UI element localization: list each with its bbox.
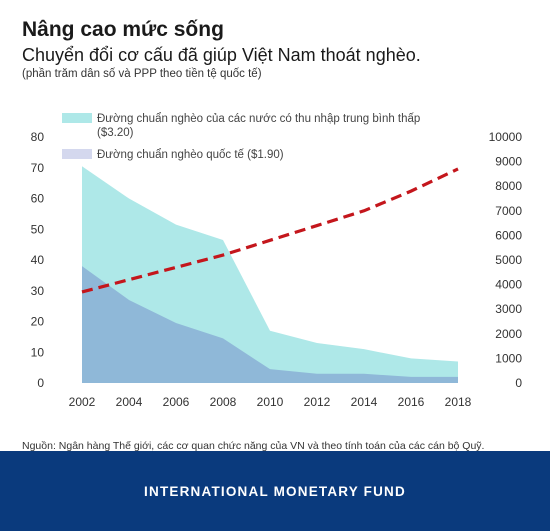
line-series-2	[81, 167, 459, 294]
y-tick-label: 0	[37, 376, 44, 390]
left-axis: 0 10 20 30 40 50 60 70 80	[31, 130, 45, 390]
y2-tick-label: 3000	[495, 302, 522, 316]
y-tick-label: 70	[31, 161, 45, 175]
legend-label-lmic-suffix: ($3.20)	[97, 127, 134, 139]
y-tick-label: 80	[31, 130, 45, 144]
y-tick-label: 50	[31, 222, 45, 236]
chart-subtitle: Chuyển đổi cơ cấu đã giúp Việt Nam thoát…	[22, 45, 421, 65]
y2-tick-label: 9000	[495, 155, 522, 169]
y2-tick-label: 10000	[489, 130, 523, 144]
imf-brand-text: INTERNATIONAL MONETARY FUND	[144, 483, 406, 499]
y2-tick-label: 0	[515, 376, 522, 390]
chart: 0 10 20 30 40 50 60 70 80 0 1000 2000 3000 4000 5000 6…	[31, 113, 523, 409]
footer-banner: INTERNATIONAL MONETARY FUND	[0, 451, 550, 531]
legend-label-international: Đường chuẩn nghèo quốc tế ($1.90)	[97, 149, 284, 161]
chart-title: Nâng cao mức sống	[22, 18, 224, 41]
y-tick-label: 20	[31, 315, 45, 329]
legend-label-lmic: Đường chuẩn nghèo của các nước có thu nh…	[97, 113, 420, 125]
y-tick-label: 40	[31, 253, 45, 267]
y2-tick-label: 6000	[495, 228, 522, 242]
area-layer	[82, 166, 458, 383]
line-layer	[81, 167, 459, 294]
source-note: Nguồn: Ngân hàng Thế giới, các cơ quan c…	[22, 440, 485, 452]
y2-tick-label: 5000	[495, 253, 522, 267]
y2-tick-label: 2000	[495, 327, 522, 341]
y2-tick-label: 1000	[495, 351, 522, 365]
x-tick-label: 2016	[398, 395, 425, 409]
y2-tick-label: 4000	[495, 278, 522, 292]
x-tick-label: 2012	[304, 395, 331, 409]
right-axis: 0 1000 2000 3000 4000 5000 6000 7000 8000 9000 100…	[489, 130, 523, 390]
x-tick-label: 2006	[163, 395, 190, 409]
x-tick-label: 2002	[69, 395, 96, 409]
x-axis: 2002 2004 2006 2008 2010 2012 2014 2016 2018	[69, 395, 472, 409]
legend-swatch-international	[62, 149, 92, 159]
chart-units-note: (phần trăm dân số và PPP theo tiền tệ qu…	[22, 68, 262, 80]
x-tick-label: 2018	[445, 395, 472, 409]
y2-tick-label: 7000	[495, 204, 522, 218]
y-tick-label: 10	[31, 345, 45, 359]
x-tick-label: 2010	[257, 395, 284, 409]
legend: Đường chuẩn nghèo của các nước có thu nh…	[62, 113, 420, 161]
x-tick-label: 2014	[351, 395, 378, 409]
legend-swatch-lmic	[62, 113, 92, 123]
x-tick-label: 2008	[210, 395, 237, 409]
x-tick-label: 2004	[116, 395, 143, 409]
y2-tick-label: 8000	[495, 179, 522, 193]
y-tick-label: 60	[31, 192, 45, 206]
y-tick-label: 30	[31, 284, 45, 298]
area-series-1	[82, 266, 458, 383]
